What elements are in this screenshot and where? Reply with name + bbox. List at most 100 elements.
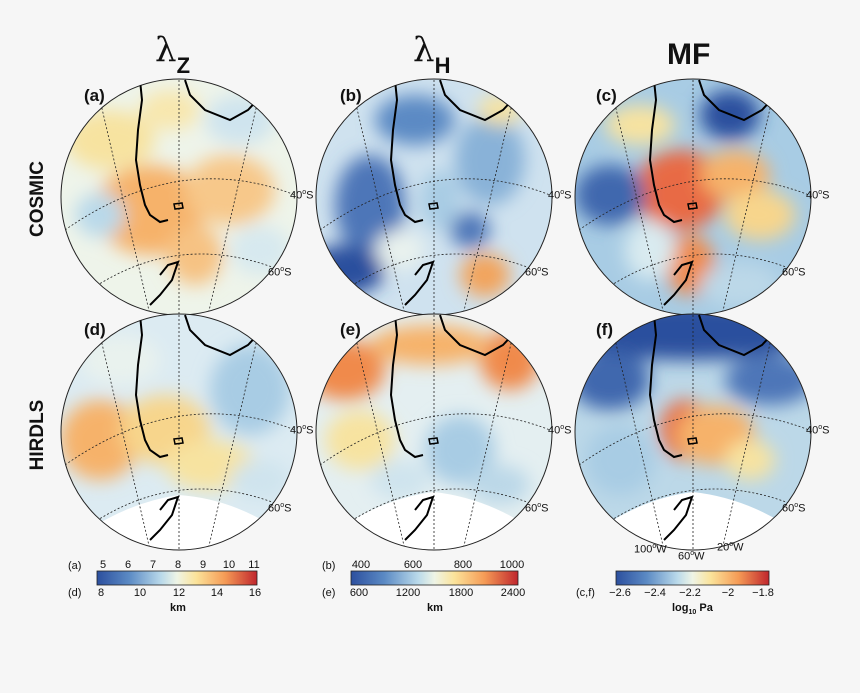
lat-value: 40 [290,424,303,437]
cb-tick: 11 [248,559,260,571]
lat-suffix: S [284,502,292,515]
cb-tick: 600 [403,559,423,571]
graticules [64,80,810,550]
cb-lz-row1-label: (a) [68,560,82,572]
cb-lh-row1-label: (b) [322,560,336,572]
lat-value: 40 [290,189,303,202]
lat-label-40: 40oS [548,189,572,202]
lat-value: 60 [268,266,281,279]
lat-suffix: S [822,424,830,437]
lon-label-20w: 20oW [717,541,744,554]
lat-suffix: S [798,502,806,515]
cb-tick: 2400 [500,587,526,599]
lon-suffix: W [656,543,667,556]
lat-suffix: S [306,189,314,202]
lat-suffix: S [564,424,572,437]
cb-tick: 10 [222,559,236,571]
lambda-h-subscript: H [434,53,451,78]
cb-tick: −2.4 [644,587,666,599]
lat-label-40: 40oS [806,189,830,202]
lon-suffix: W [733,541,744,554]
cb-lh-row2-label: (e) [322,587,336,599]
coastlines [134,79,777,541]
lat-label-60: 60oS [782,266,806,279]
lon-value: 20 [717,541,730,554]
cb-tick: 8 [97,587,105,599]
cb-mf-label: (c,f) [576,587,595,599]
title-lambda-z: λZ [155,30,190,79]
cb-tick: 800 [453,559,473,571]
cb-tick: 8 [174,559,182,571]
lat-label-60: 60oS [268,266,292,279]
lat-value: 60 [525,266,538,279]
lat-value: 40 [806,424,819,437]
cb-tick: −2 [721,587,735,599]
cb-tick: 1000 [499,559,525,571]
lat-label-40: 40oS [548,424,572,437]
cb-tick: 12 [172,587,186,599]
lat-value: 40 [806,189,819,202]
lon-value: 60 [678,550,691,563]
lat-label-60: 60oS [782,502,806,515]
panel-label-a: (a) [84,86,105,105]
lat-label-40: 40oS [806,424,830,437]
lat-value: 60 [782,502,795,515]
title-mf: MF [667,38,711,71]
cb-tick: 5 [99,559,107,571]
cb-tick: 1800 [448,587,474,599]
lon-suffix: W [694,550,705,563]
colorbar-lambda-h [350,570,519,586]
lat-label-40: 40oS [290,424,314,437]
cb-lz-unit: km [170,602,186,614]
map-a [61,79,297,315]
lat-suffix: S [822,189,830,202]
unit-rest: Pa [696,602,713,614]
lat-value: 60 [782,266,795,279]
lat-suffix: S [564,189,572,202]
cb-tick: 16 [248,587,262,599]
cb-tick: −2.2 [679,587,701,599]
cb-tick: −1.8 [752,587,774,599]
cb-tick: 400 [351,559,371,571]
cb-tick: 14 [210,587,224,599]
lambda-symbol: λ [413,30,435,70]
cb-lh-unit: km [427,602,443,614]
map-b [316,79,552,315]
lat-label-40: 40oS [290,189,314,202]
cb-mf-unit: log10 Pa [672,602,713,616]
map-c [575,79,811,315]
cb-tick: 600 [349,587,369,599]
cb-tick: 1200 [395,587,421,599]
map-e [316,314,552,550]
lat-value: 60 [268,502,281,515]
panel-label-c: (c) [596,86,617,105]
panel-label-e: (e) [340,320,361,339]
lat-suffix: S [284,266,292,279]
lat-label-60: 60oS [525,266,549,279]
lat-value: 40 [548,424,561,437]
colorbar-lambda-z [96,570,258,586]
unit-base: log [672,602,689,614]
cb-tick: −2.6 [609,587,631,599]
lat-suffix: S [541,502,549,515]
lat-label-60: 60oS [268,502,292,515]
unit-sub: 10 [688,609,697,617]
cb-tick: 10 [133,587,147,599]
lat-value: 40 [548,189,561,202]
cb-tick: 6 [124,559,132,571]
cb-lz-row2-label: (d) [68,587,82,599]
map-d [61,314,297,550]
lat-value: 60 [525,502,538,515]
lambda-z-subscript: Z [176,53,191,78]
lon-value: 100 [634,543,653,556]
lambda-symbol: λ [155,30,177,70]
cb-tick: 9 [199,559,207,571]
lon-label-100w: 100oW [634,543,667,556]
panel-label-d: (d) [84,320,106,339]
colorbar-mf [615,570,770,586]
panel-label-f: (f) [596,320,613,339]
lat-suffix: S [798,266,806,279]
title-lambda-h: λH [413,30,450,79]
cb-tick: 7 [149,559,157,571]
